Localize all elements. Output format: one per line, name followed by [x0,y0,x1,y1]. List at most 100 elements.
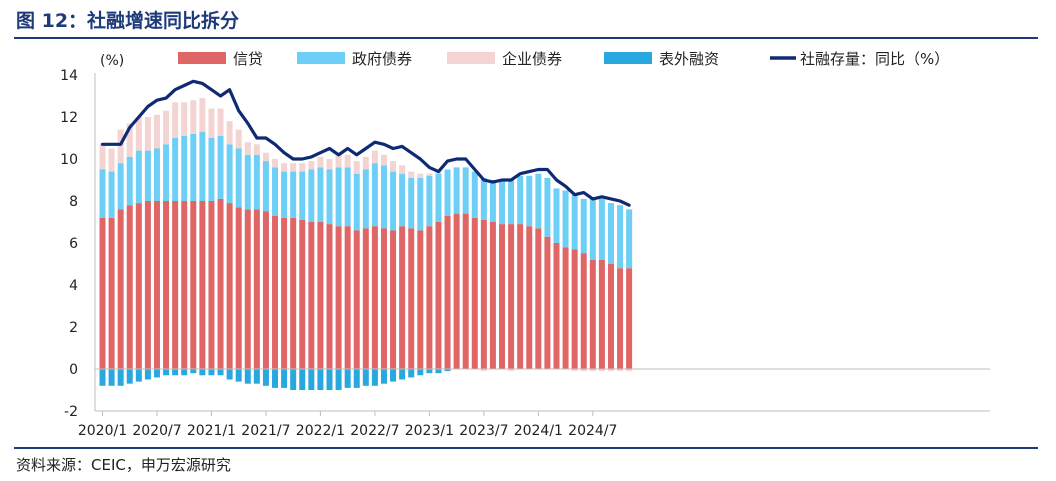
bar-credit [607,264,614,369]
bar-credit [299,219,306,369]
bar-gov [380,165,387,229]
legend-label: 社融存量：同比（%） [800,50,949,68]
bar-gov [390,171,397,231]
bar-offbs [199,369,206,376]
bar-gov [99,169,106,218]
bar-gov [217,135,224,199]
x-axis: 2020/1 2020/7 2021/1 2021/7 2022/1 2022/7 2023… [78,368,990,439]
bar-gov [535,173,542,229]
bar-credit [153,201,160,369]
bar-corp [181,102,188,136]
bar-gov [517,175,524,225]
bar-gov [199,131,206,201]
bar-credit [135,203,142,369]
legend-label: 信贷 [233,50,263,68]
x-tick-label: 2020/1 [78,423,127,439]
bar-gov [272,167,279,216]
bars [99,98,633,390]
y-unit-label: (%) [100,53,124,69]
bar-gov [444,169,451,216]
y-tick-label: 8 [69,194,78,210]
bar-credit [163,201,170,369]
bar-corp [144,117,151,151]
bar-gov [362,169,369,229]
bar-credit [399,226,406,369]
x-tick-label: 2024/1 [514,423,563,439]
bar-gov [281,171,288,218]
bar-offbs [208,369,215,376]
bar-corp [99,144,106,170]
bar-credit [444,215,451,369]
bar-offbs [190,369,197,374]
bar-credit [417,230,424,369]
x-tick-label: 2021/1 [187,423,236,439]
bar-credit [172,201,179,369]
bar-corp [172,102,179,138]
bar-offbs [335,369,342,390]
bar-credit [235,207,242,369]
bar-offbs [426,369,433,374]
source-note: 资料来源：CEIC，申万宏源研究 [16,456,231,474]
bar-corp [299,163,306,172]
bar-gov [508,180,515,225]
x-tick-label: 2024/7 [568,423,617,439]
source-rule [14,447,1038,449]
bar-gov [181,135,188,201]
bar-credit [317,222,324,369]
bar-credit [553,243,560,369]
bar-gov [326,169,333,225]
bar-corp [408,171,415,178]
bar-offbs [244,369,251,384]
bar-corp [253,144,260,155]
bar-credit [326,224,333,369]
legend-swatch [178,52,226,64]
y-tick-label: 12 [60,110,78,126]
bar-corp [226,121,233,145]
y-tick-label: 4 [69,278,78,294]
legend-label: 企业债券 [502,50,562,68]
bar-credit [190,201,197,369]
bar-credit [562,247,569,369]
bar-offbs [317,369,324,390]
x-tick-label: 2020/7 [132,423,181,439]
bar-corp [508,369,515,372]
bar-offbs [281,369,288,388]
bar-credit [390,230,397,369]
bar-credit [181,201,188,369]
y-tick-label: 10 [60,152,78,168]
y-tick-label: 0 [69,362,78,378]
bar-corp [281,163,288,172]
bar-credit [544,236,551,369]
bar-corp [308,161,315,170]
x-tick-label: 2021/7 [241,423,290,439]
bar-corp [126,123,133,157]
bar-offbs [108,369,115,386]
bar-gov [226,144,233,204]
bar-credit [117,209,124,369]
bar-offbs [290,369,297,390]
bar-gov [562,190,569,248]
bar-gov [135,150,142,204]
bar-offbs [417,369,424,376]
bar-offbs [253,369,260,384]
bar-credit [262,211,269,369]
bar-credit [480,219,487,369]
bar-corp [135,117,142,151]
bar-corp [426,173,433,176]
bar-gov [489,180,496,222]
bar-corp [607,369,614,372]
bar-offbs [390,369,397,382]
bar-offbs [153,369,160,378]
bar-credit [344,226,351,369]
bar-credit [617,268,624,369]
bar-gov [462,167,469,214]
x-tick-label: 2023/1 [405,423,454,439]
bar-corp [598,369,605,372]
bar-gov [208,138,215,201]
bar-corp [371,150,378,164]
bar-gov [163,144,170,201]
bar-credit [380,228,387,369]
y-tick-label: 2 [69,320,78,336]
bar-credit [426,226,433,369]
bar-credit [580,253,587,369]
